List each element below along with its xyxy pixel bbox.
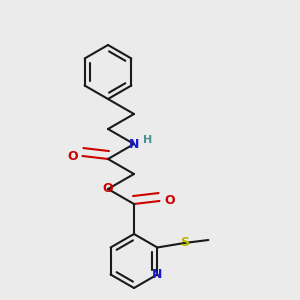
Text: S: S [180, 236, 189, 250]
Text: O: O [67, 149, 78, 163]
Text: N: N [129, 137, 139, 151]
Text: O: O [103, 182, 113, 196]
Text: H: H [143, 135, 153, 145]
Text: N: N [152, 268, 163, 281]
Text: O: O [164, 194, 175, 208]
